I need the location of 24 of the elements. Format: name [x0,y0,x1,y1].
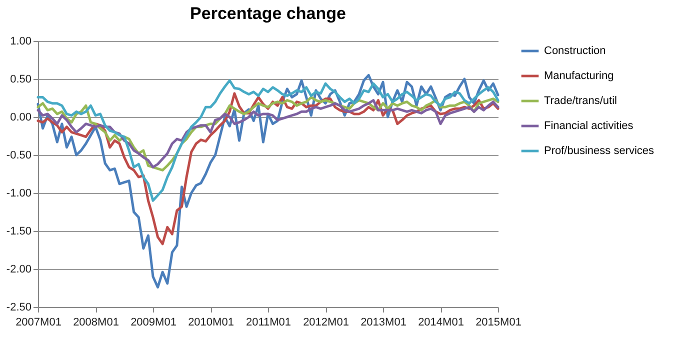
y-tick-label: -1.00 [6,188,32,200]
legend-label: Manufacturing [544,70,614,82]
y-tick-label: -1.50 [6,226,32,238]
y-tick-label: 0.00 [10,112,32,124]
x-tick-label: 2008M01 [73,316,119,328]
x-tick-label: 2012M01 [303,316,349,328]
legend-label: Financial activities [544,120,634,132]
x-tick-label: 2015M01 [476,316,522,328]
x-tick-label: 2014M01 [418,316,464,328]
legend-label: Construction [544,45,606,57]
x-tick-label: 2009M01 [130,316,176,328]
chart-title: Percentage change [190,4,346,23]
y-tick-label: 1.00 [10,36,32,48]
y-tick-label: 0.50 [10,74,32,86]
y-tick-label: -0.50 [6,150,32,162]
legend-label: Prof/business services [544,145,655,157]
line-series [36,79,500,202]
x-tick-label: 2007M01 [16,316,62,328]
x-tick-label: 2011M01 [246,316,292,328]
y-tick-label: -2.00 [6,264,32,276]
x-tick-label: 2010M01 [188,316,234,328]
legend-label: Trade/trans/util [544,95,617,107]
x-tick-label: 2013M01 [360,316,406,328]
y-tick-label: -2.50 [6,302,32,314]
